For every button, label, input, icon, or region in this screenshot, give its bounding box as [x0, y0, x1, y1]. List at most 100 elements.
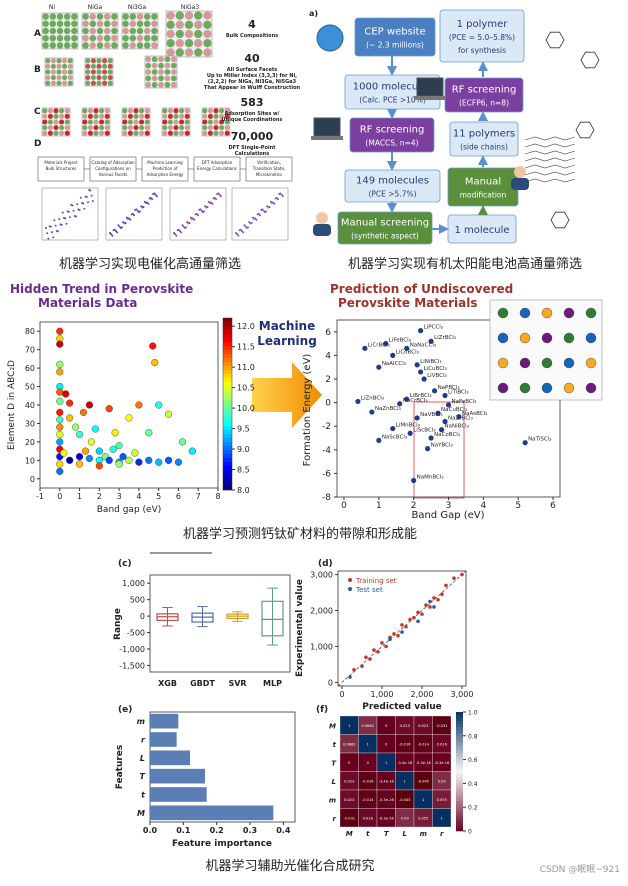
colorbar-segment [456, 804, 463, 808]
data-point [352, 668, 356, 672]
atom [139, 113, 145, 119]
colorbar-segment [456, 714, 463, 719]
mini-dot [81, 202, 83, 204]
atom [563, 307, 575, 319]
side-chain [524, 164, 576, 169]
atom [87, 125, 93, 131]
atom [145, 69, 152, 75]
workflow-text: Verification, [257, 160, 281, 165]
x-tick-label: 2 [97, 492, 102, 501]
mini-dot [76, 203, 79, 206]
flow-text: modification [460, 191, 507, 200]
cell-label: 0.09 [438, 779, 447, 783]
colorbar-segment [456, 795, 463, 799]
atom [563, 382, 575, 394]
mini-dot [256, 213, 259, 216]
data-point [421, 376, 427, 382]
atom [99, 119, 105, 125]
point-label: LiScBCl₃ [413, 427, 435, 433]
atom [103, 20, 111, 28]
colorbar-segment [223, 374, 232, 379]
point-label: LiVBCl₃ [427, 373, 447, 379]
atom [47, 125, 53, 131]
atom [59, 125, 65, 131]
data-point [444, 583, 448, 588]
atom [164, 69, 171, 75]
colorbar-segment [223, 462, 232, 467]
atom [133, 108, 139, 114]
data-point [376, 364, 382, 370]
atom [162, 113, 168, 119]
cell-label: 1 [441, 816, 443, 820]
atom [102, 58, 108, 64]
atom [144, 119, 150, 125]
colorbar-segment [456, 729, 463, 734]
mini-dot [91, 200, 94, 203]
atom [87, 113, 93, 119]
atom [45, 58, 51, 64]
flow-text: Manual screening [341, 218, 429, 229]
colorbar-segment [456, 723, 463, 728]
colorbar-segment [456, 759, 463, 763]
atom [56, 20, 64, 28]
count: 583 [241, 96, 264, 109]
caption: 机器学习预测钙钛矿材料的带隙和形成能 [183, 526, 417, 542]
atom [173, 130, 179, 136]
mini-dot [116, 231, 119, 234]
data-point [56, 408, 64, 416]
data-point [460, 572, 464, 577]
x-tick-label: 6 [176, 492, 181, 501]
laptop-icon [416, 77, 444, 97]
colorbar-segment [456, 783, 463, 787]
data-point [125, 456, 133, 464]
y-tick-label: -4 [322, 446, 331, 456]
atom [102, 63, 108, 69]
cell-label: 0 [367, 761, 370, 765]
mini-dot [218, 193, 221, 196]
data-point [408, 617, 412, 622]
point-label: NaYBCl₃ [431, 443, 453, 449]
data-point [164, 456, 173, 464]
atom [167, 125, 173, 131]
data-point [155, 458, 163, 466]
heatmap-cell [432, 808, 452, 828]
atom [143, 13, 151, 20]
atom [102, 80, 108, 86]
atom [50, 58, 56, 64]
colorbar-segment [223, 418, 232, 423]
mini-dot [237, 234, 240, 237]
data-point [442, 392, 448, 399]
data-point [105, 456, 113, 464]
y-tick-label: -8 [322, 493, 331, 503]
flow-text: (ECFP6, n=8) [459, 99, 509, 108]
workflow-text: Bulk Structures [46, 166, 77, 171]
atom [175, 29, 184, 39]
colorbar-segment [223, 338, 232, 343]
atom [67, 58, 73, 64]
atom [127, 125, 133, 131]
colorbar-segment [223, 450, 232, 455]
data-point [66, 414, 74, 422]
person-icon [514, 166, 526, 178]
cell-label: -0.045 [417, 779, 429, 783]
atom [49, 42, 57, 49]
y-tick-label: 0 [328, 678, 333, 687]
mini-dot [147, 202, 150, 205]
atom [111, 20, 118, 28]
legend-label: Training set [355, 577, 397, 585]
atom [62, 69, 68, 75]
workflow-box [89, 156, 137, 182]
colorbar-segment [456, 735, 463, 740]
mini-dot [55, 229, 58, 232]
row-label: L [332, 778, 336, 786]
legend-marker [348, 578, 352, 582]
mini-dot [48, 225, 51, 228]
flow-text: 11 polymers [453, 129, 515, 140]
colorbar-segment [223, 322, 232, 327]
x-axis-label: Band Gap (eV) [411, 510, 484, 521]
atom [59, 119, 65, 125]
atom [219, 130, 225, 136]
atom [47, 130, 53, 136]
flow-text: (side chains) [460, 143, 508, 152]
mini-dot [58, 218, 61, 221]
